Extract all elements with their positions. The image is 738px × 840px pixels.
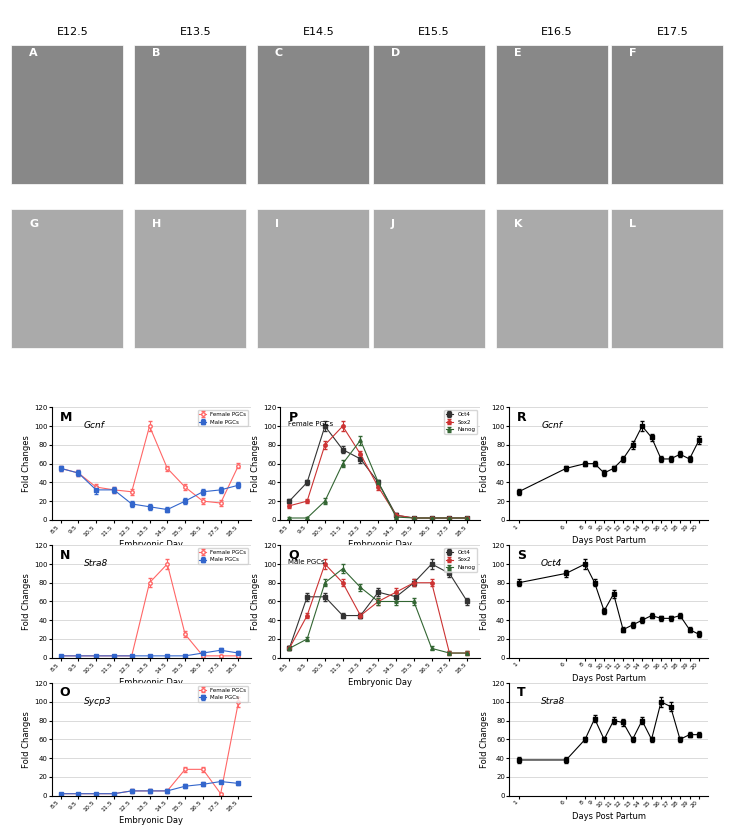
Text: Male PGCs: Male PGCs <box>289 559 325 564</box>
FancyBboxPatch shape <box>257 45 369 184</box>
Text: Female PGCs: Female PGCs <box>289 421 334 427</box>
Text: B: B <box>152 48 160 58</box>
Text: P: P <box>289 411 297 423</box>
Text: S: S <box>517 549 526 562</box>
Text: M: M <box>60 411 72 423</box>
Text: G: G <box>29 219 38 229</box>
Text: D: D <box>390 48 400 58</box>
FancyBboxPatch shape <box>257 208 369 349</box>
Text: Sycp3: Sycp3 <box>83 696 111 706</box>
Y-axis label: Fold Changes: Fold Changes <box>480 573 489 630</box>
FancyBboxPatch shape <box>11 45 123 184</box>
Text: Gcnf: Gcnf <box>83 421 104 430</box>
FancyBboxPatch shape <box>496 208 607 349</box>
Text: Gcnf: Gcnf <box>541 421 562 430</box>
Text: E17.5: E17.5 <box>657 27 689 37</box>
Text: J: J <box>390 219 395 229</box>
Text: K: K <box>514 219 523 229</box>
Text: Stra8: Stra8 <box>83 559 108 568</box>
Text: Stra8: Stra8 <box>541 696 565 706</box>
FancyBboxPatch shape <box>611 45 723 184</box>
Legend: Female PGCs, Male PGCs: Female PGCs, Male PGCs <box>198 548 248 564</box>
Text: C: C <box>275 48 283 58</box>
Text: L: L <box>630 219 636 229</box>
Text: R: R <box>517 411 527 423</box>
X-axis label: Embryonic Day: Embryonic Day <box>348 678 412 687</box>
Y-axis label: Fold Changes: Fold Changes <box>480 711 489 768</box>
Legend: Female PGCs, Male PGCs: Female PGCs, Male PGCs <box>198 686 248 702</box>
Text: E: E <box>514 48 521 58</box>
X-axis label: Days Post Partum: Days Post Partum <box>572 536 646 545</box>
FancyBboxPatch shape <box>134 208 246 349</box>
Text: E15.5: E15.5 <box>418 27 450 37</box>
FancyBboxPatch shape <box>611 208 723 349</box>
X-axis label: Embryonic Day: Embryonic Day <box>120 816 183 825</box>
X-axis label: Days Post Partum: Days Post Partum <box>572 811 646 821</box>
X-axis label: Days Post Partum: Days Post Partum <box>572 674 646 683</box>
Text: Q: Q <box>289 549 299 562</box>
Legend: Oct4, Sox2, Nanog: Oct4, Sox2, Nanog <box>444 410 477 434</box>
Text: Oct4: Oct4 <box>541 559 562 568</box>
Text: E12.5: E12.5 <box>57 27 89 37</box>
FancyBboxPatch shape <box>11 208 123 349</box>
Text: A: A <box>29 48 38 58</box>
FancyBboxPatch shape <box>373 45 485 184</box>
FancyBboxPatch shape <box>373 208 485 349</box>
Text: F: F <box>630 48 637 58</box>
X-axis label: Embryonic Day: Embryonic Day <box>120 678 183 687</box>
Y-axis label: Fold Changes: Fold Changes <box>251 435 260 492</box>
Text: E16.5: E16.5 <box>541 27 573 37</box>
FancyBboxPatch shape <box>496 45 607 184</box>
Y-axis label: Fold Changes: Fold Changes <box>22 573 31 630</box>
FancyBboxPatch shape <box>134 45 246 184</box>
Y-axis label: Fold Changes: Fold Changes <box>22 435 31 492</box>
Legend: Female PGCs, Male PGCs: Female PGCs, Male PGCs <box>198 410 248 426</box>
X-axis label: Embryonic Day: Embryonic Day <box>120 540 183 549</box>
Y-axis label: Fold Changes: Fold Changes <box>22 711 31 768</box>
Legend: Oct4, Sox2, Nanog: Oct4, Sox2, Nanog <box>444 548 477 572</box>
X-axis label: Embryonic Day: Embryonic Day <box>348 540 412 549</box>
Text: T: T <box>517 686 525 700</box>
Text: H: H <box>152 219 162 229</box>
Y-axis label: Fold Changes: Fold Changes <box>480 435 489 492</box>
Text: E13.5: E13.5 <box>179 27 211 37</box>
Text: E14.5: E14.5 <box>303 27 334 37</box>
Text: N: N <box>60 549 70 562</box>
Text: I: I <box>275 219 279 229</box>
Y-axis label: Fold Changes: Fold Changes <box>251 573 260 630</box>
Text: O: O <box>60 686 70 700</box>
